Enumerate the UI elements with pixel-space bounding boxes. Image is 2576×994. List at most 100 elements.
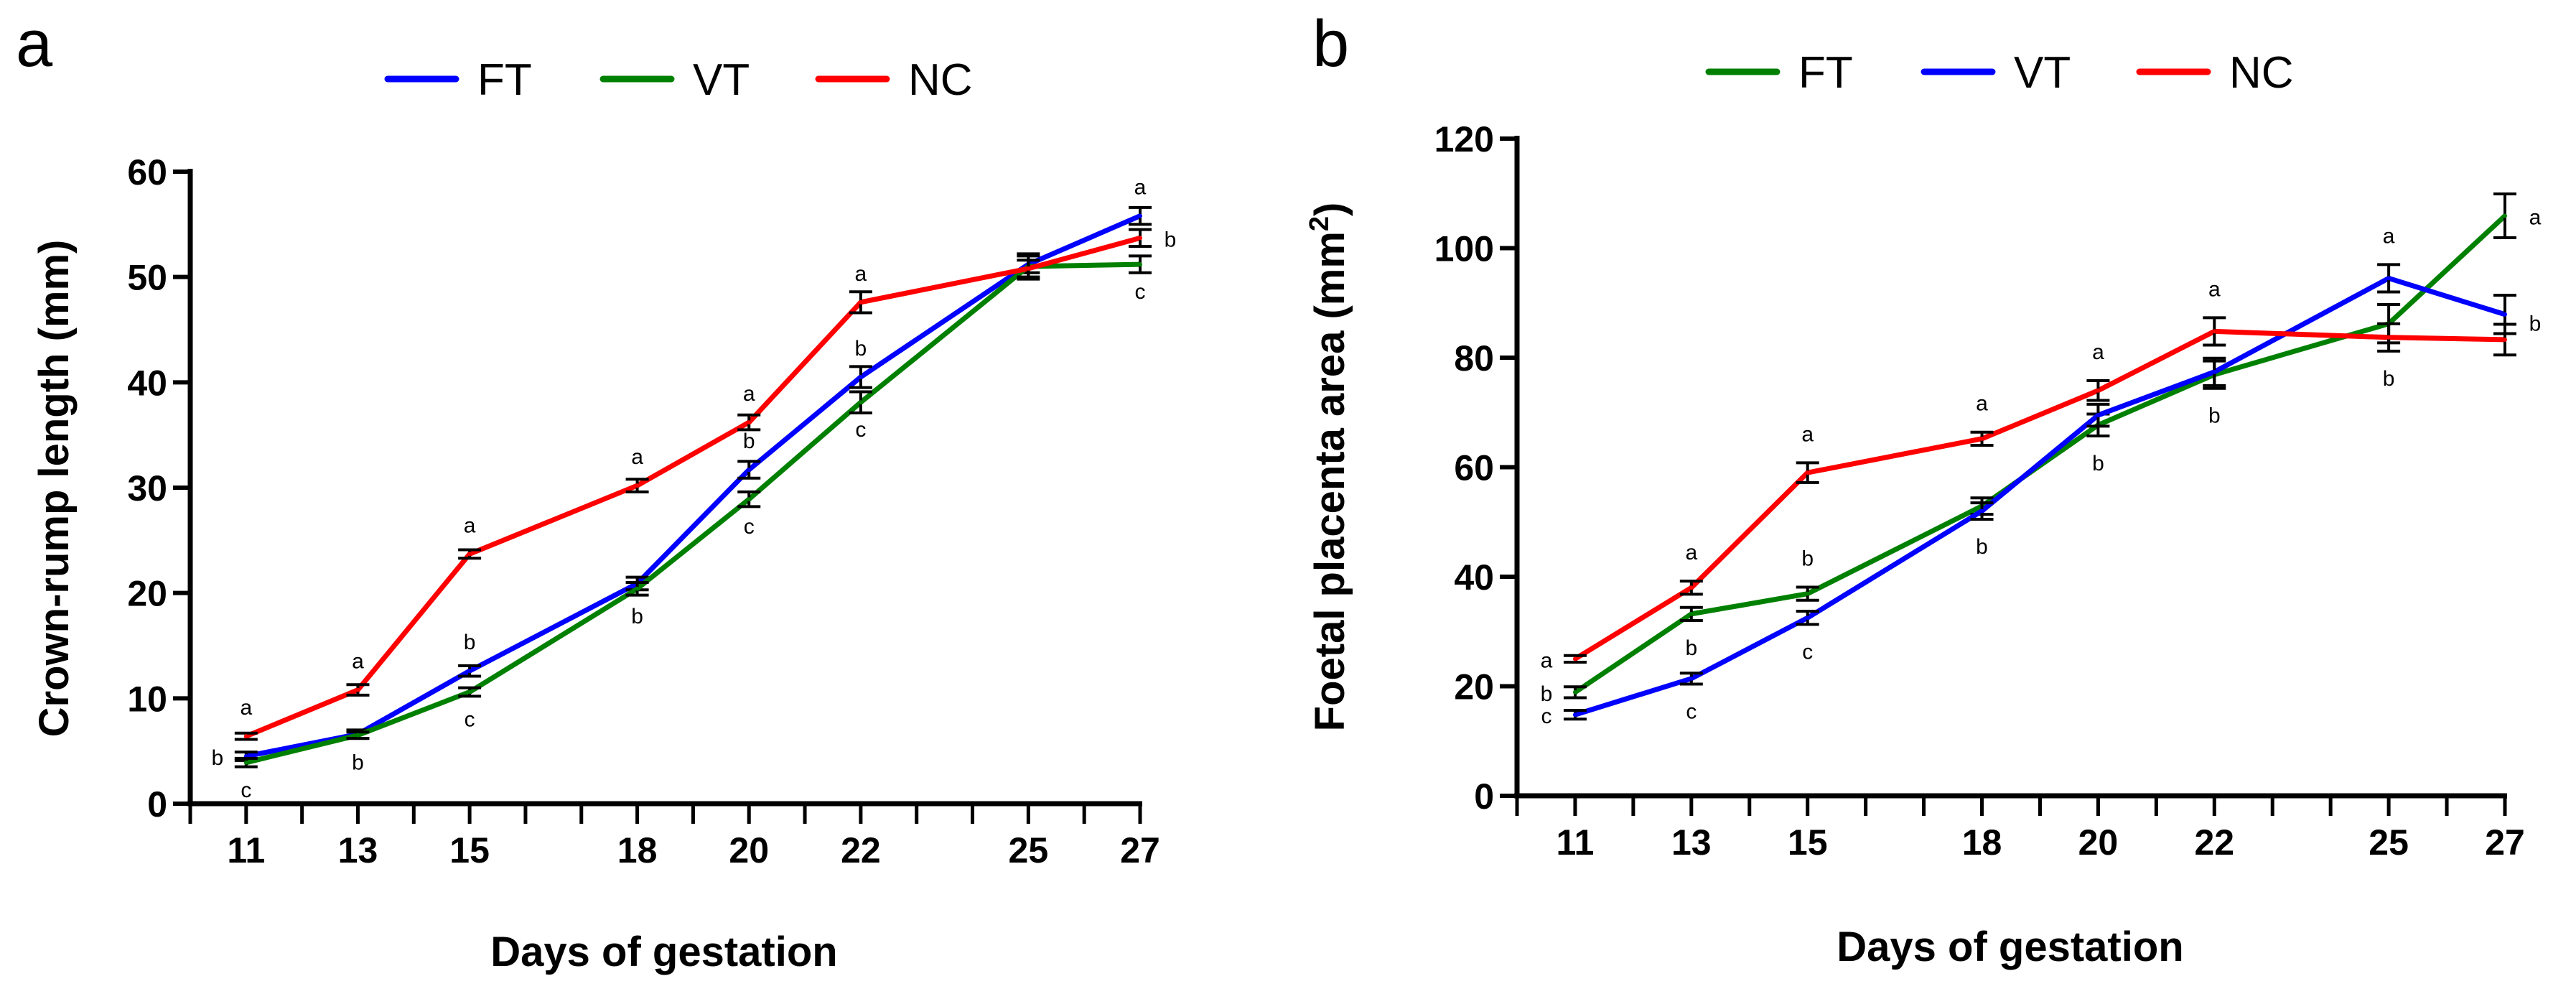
y-tick-label: 40 [1454,557,1494,598]
series-line-ft [1573,213,2507,695]
series-line-nc [245,236,1141,739]
significance-letter: b [2092,452,2104,475]
panel-label-a: a [16,7,53,80]
data-point-ft [1138,213,1142,218]
y-tick-label: 40 [127,363,167,403]
significance-letter: a [2529,206,2542,230]
significance-letter: b [1165,228,1177,251]
legend-label-nc: NC [908,55,973,105]
significance-letter: c [241,779,251,802]
significance-letter: b [855,337,867,361]
significance-letter: c [1802,640,1813,664]
legend-label-ft: FT [1798,48,1853,98]
data-point-vt [467,689,472,695]
y-tick-label: 60 [127,152,167,192]
significance-letter: a [1801,422,1814,446]
significance-letter: b [1541,682,1553,706]
x-tick-label: 27 [1120,830,1160,870]
y-tick-label: 100 [1434,229,1494,269]
significance-letter: a [1976,392,1988,416]
significance-letter: b [743,429,755,453]
significance-letter: a [1134,176,1147,200]
legend-label-nc: NC [2229,48,2294,98]
significance-letter: c [465,708,475,732]
y-axis-label-main: Foetal placenta area (mm [1307,231,1353,731]
y-tick-label: 0 [147,784,167,825]
series-line-vt [1574,275,2506,717]
x-tick-label: 22 [841,830,881,870]
x-tick-label: 13 [338,830,378,870]
data-point-nc [1138,236,1142,241]
data-point-nc [355,687,360,692]
data-point-ft [1572,689,1577,695]
legend-label-ft: FT [477,55,532,105]
significance-letter: c [1686,700,1697,723]
significance-letter: b [631,605,643,628]
y-tick-label: 120 [1434,119,1494,159]
data-point-nc [1026,266,1031,271]
significance-letter: c [1135,280,1146,304]
y-tick-label: 20 [1454,667,1494,707]
significance-letter: a [464,514,476,537]
significance-letter: a [1541,649,1553,672]
series-line-nc [1574,328,2506,661]
data-point-nc [1689,585,1694,590]
significance-letter: a [743,382,755,406]
data-point-nc [1805,470,1810,475]
x-tick-label: 27 [2485,822,2525,863]
panel-a-crown-rump-chart: a Crown-rump length (mm) Days of gestati… [16,7,1176,975]
legend-label-vt: VT [2014,48,2071,98]
data-point-nc [1572,656,1577,661]
significance-letter: b [352,751,364,775]
significance-letter: b [1976,535,1988,559]
significance-letter: b [2383,367,2395,391]
significance-letter: b [211,746,223,770]
significance-letter: a [631,445,643,469]
significance-letter: c [744,515,755,539]
x-tick-label: 22 [2194,822,2234,863]
x-tick-label: 18 [617,830,658,870]
data-point-ft [858,375,863,379]
data-point-vt [1979,508,1984,514]
data-point-nc [243,734,248,739]
significance-letter: a [2208,277,2221,301]
x-axis-label: Days of gestation [1837,924,2183,970]
significance-letter: a [240,696,252,720]
data-point-nc [467,552,472,557]
x-tick-label: 25 [1009,830,1049,870]
significance-letter: b [464,631,476,654]
y-tick-label: 80 [1454,338,1494,378]
data-point-vt [635,586,640,591]
significance-letter: c [1541,705,1551,728]
legend-label-vt: VT [693,55,750,105]
data-point-vt [243,760,248,765]
data-point-vt [1689,676,1694,681]
significance-letter: a [1685,541,1697,565]
data-point-ft [1689,611,1694,616]
data-point-vt [858,400,863,405]
x-tick-label: 25 [2369,822,2409,863]
x-tick-label: 11 [227,830,265,870]
data-point-vt [355,733,360,738]
data-point-ft [747,468,752,473]
series-line-vt [245,261,1141,766]
data-point-nc [2212,329,2217,334]
data-point-ft [2503,213,2507,218]
data-point-vt [2386,276,2391,281]
x-tick-label: 13 [1671,822,1712,863]
x-tick-label: 11 [1557,822,1595,863]
y-tick-label: 50 [127,258,167,298]
x-axis-label: Days of gestation [490,929,837,975]
x-tick-label: 15 [1788,822,1828,863]
y-tick-label: 20 [127,574,167,614]
data-point-vt [1572,712,1577,717]
significance-letter: b [1801,547,1814,570]
significance-letter: c [855,418,866,442]
data-point-nc [2096,388,2101,393]
data-point-vt [2096,413,2101,418]
significance-letter: a [2092,340,2104,364]
x-tick-label: 15 [449,830,490,870]
data-point-nc [1979,436,1984,441]
y-axis-label: Foetal placenta area (mm2) [1305,203,1353,732]
